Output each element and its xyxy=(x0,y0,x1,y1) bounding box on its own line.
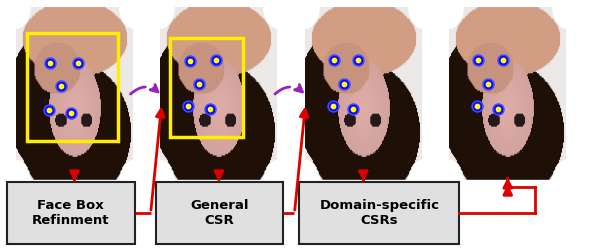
Point xyxy=(183,104,193,108)
Point xyxy=(45,61,55,65)
Point xyxy=(205,107,214,111)
Bar xyxy=(171,38,243,137)
Point xyxy=(328,104,338,108)
Point xyxy=(67,111,76,115)
FancyArrowPatch shape xyxy=(131,84,158,94)
Bar xyxy=(27,33,118,141)
Point xyxy=(73,61,83,65)
Point xyxy=(493,107,503,111)
Point xyxy=(328,104,338,108)
Point xyxy=(329,58,339,62)
Point xyxy=(472,104,482,108)
Point xyxy=(329,58,339,62)
Point xyxy=(354,58,363,62)
Point xyxy=(354,58,363,62)
FancyArrowPatch shape xyxy=(275,84,302,94)
Bar xyxy=(7,182,135,244)
Point xyxy=(185,59,195,63)
Point xyxy=(211,58,221,62)
Point xyxy=(349,107,359,111)
Point xyxy=(473,58,483,62)
Point xyxy=(44,108,54,112)
Text: General
CSR: General CSR xyxy=(190,199,249,227)
Point xyxy=(493,107,503,111)
Point xyxy=(73,61,83,65)
Point xyxy=(194,82,204,86)
Point xyxy=(211,58,221,62)
Point xyxy=(45,61,55,65)
Point xyxy=(472,104,482,108)
Point xyxy=(498,58,508,62)
Point xyxy=(483,82,493,86)
Point xyxy=(339,82,349,86)
Point xyxy=(56,84,66,88)
Text: Domain-specific
CSRs: Domain-specific CSRs xyxy=(319,199,439,227)
Point xyxy=(185,59,195,63)
Bar xyxy=(299,182,459,244)
Text: Face Box
Refinment: Face Box Refinment xyxy=(32,199,110,227)
Point xyxy=(349,107,359,111)
Point xyxy=(483,82,493,86)
Bar xyxy=(156,182,283,244)
Point xyxy=(473,58,483,62)
Point xyxy=(67,111,76,115)
Point xyxy=(56,84,66,88)
Point xyxy=(183,104,193,108)
Point xyxy=(194,82,204,86)
Point xyxy=(205,107,214,111)
Point xyxy=(44,108,54,112)
Point xyxy=(498,58,508,62)
Point xyxy=(339,82,349,86)
